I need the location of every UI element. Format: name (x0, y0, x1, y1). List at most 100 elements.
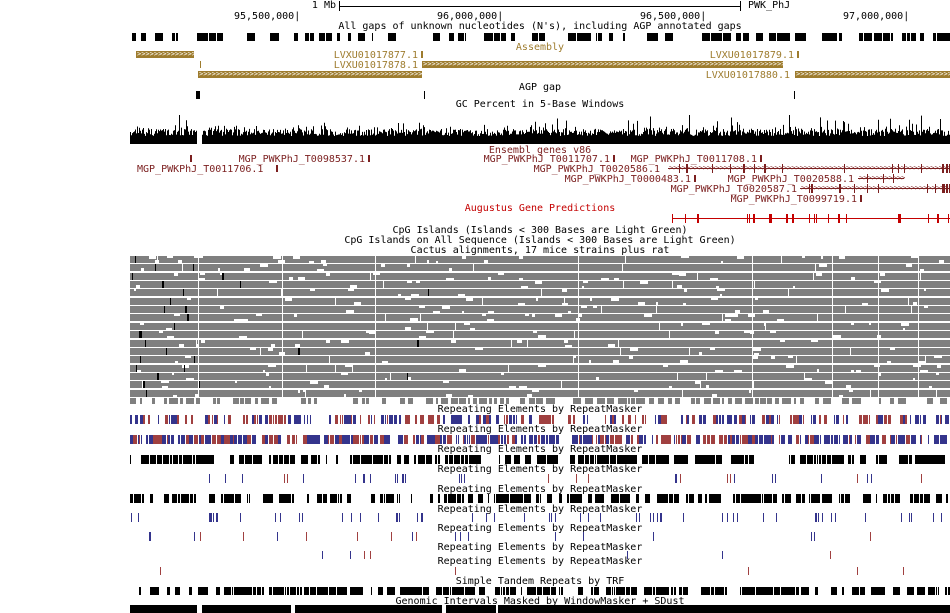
gene-label[interactable]: MGP_PWKPhJ_T0020588.1 (727, 174, 854, 185)
repeatmasker-track-6[interactable] (130, 513, 950, 522)
alignment-break-column (282, 256, 283, 398)
assembly-contig-label[interactable]: LVXU01017879.1 (709, 50, 794, 61)
cactus-alignment-row[interactable] (130, 373, 950, 380)
gc-percent-track[interactable] (130, 114, 950, 144)
assembly-contig-tick[interactable] (421, 51, 423, 58)
cactus-alignment-row[interactable] (130, 381, 950, 388)
cactus-alignment-row[interactable] (130, 356, 950, 363)
assembly-contig-label[interactable]: LVXU01017880.1 (705, 70, 790, 81)
repeat-item-tick[interactable] (322, 551, 323, 559)
gaps-track[interactable] (130, 33, 950, 41)
track-title-gc: GC Percent in 5-Base Windows (455, 99, 625, 110)
trf-track[interactable] (130, 587, 950, 595)
assembly-contig-bar[interactable]: >>>>>>>>>>>>>>>>>>>>>>>>>>>>>>>>>>>>>>>>… (198, 71, 422, 78)
assembly-contig-label[interactable]: LVXU01017878.1 (333, 60, 418, 71)
cactus-alignment-track[interactable] (130, 256, 950, 405)
track-title-repeatmasker: Repeating Elements by RepeatMasker (437, 464, 643, 475)
gene-item-tick[interactable] (276, 165, 278, 172)
exon-tick (838, 214, 840, 223)
repeatmasker-track-4[interactable] (130, 474, 950, 483)
cactus-alignment-row[interactable] (130, 273, 950, 280)
repeat-item-tick[interactable] (370, 551, 371, 559)
assembly-contig-bar[interactable]: >>>>>>>>>>>>>>>>>>>>>>>>>>>>>>>>>>>>> (795, 71, 950, 78)
track-title-cactus: Cactus alignments, 17 mice strains plus … (410, 245, 670, 256)
gene-label[interactable]: MGP_PWKPhJ_T0099719.1 (730, 194, 857, 205)
ruler-scale-bar-left-tick (339, 1, 340, 11)
gene-transcript-glyph[interactable]: >>>>>>>>>>> (858, 174, 905, 183)
exon-tick (946, 184, 948, 193)
repeat-item-tick[interactable] (830, 551, 831, 559)
assembly-contig-label[interactable]: LVXU01017877.1 (333, 50, 418, 61)
track-title-repeatmasker: Repeating Elements by RepeatMasker (437, 523, 643, 534)
alignment-break-column (752, 256, 753, 398)
windowmasker-track[interactable] (130, 605, 950, 613)
ruler-scale-label: 1 Mb (311, 0, 336, 11)
gene-transcript-glyph[interactable]: >>>>>>>>>>>>>>>>>>>>>>>>>>>>>>>>>>>> (800, 184, 950, 193)
track-title-repeatmasker: Repeating Elements by RepeatMasker (437, 504, 643, 515)
gene-label[interactable]: MGP_PWKPhJ_T0020587.1 (670, 184, 797, 195)
repeatmasker-track-8[interactable] (130, 551, 950, 559)
agp-gap-track[interactable] (130, 91, 950, 99)
cactus-alignment-row[interactable] (130, 331, 950, 338)
augustus-gene-glyph[interactable] (672, 214, 950, 223)
repeatmasker-track-9[interactable] (130, 567, 950, 575)
repeat-item-tick[interactable] (160, 567, 161, 575)
cactus-alignment-row[interactable] (130, 340, 950, 347)
cactus-alignment-row[interactable] (130, 298, 950, 305)
gene-label[interactable]: MGP_PWKPhJ_T0000483.1 (564, 174, 691, 185)
cactus-alignment-row[interactable] (130, 281, 950, 288)
cactus-alignment-row[interactable] (130, 390, 950, 397)
repeatmasker-track-1[interactable] (130, 415, 950, 424)
gene-transcript-glyph[interactable]: >>>>>>>>>>>>>>>>>>>>>>>>>>>>>>>>>>>>>>>>… (668, 164, 950, 173)
cactus-alignment-row[interactable] (130, 264, 950, 271)
repeatmasker-track-3[interactable] (130, 455, 950, 464)
cactus-alignment-row[interactable] (130, 323, 950, 330)
exon-tick (771, 214, 772, 223)
exon-tick (749, 214, 750, 223)
assembly-contig-tick[interactable] (200, 61, 201, 68)
assembly-contig-tick[interactable] (797, 51, 799, 58)
agp-gap-item[interactable] (196, 91, 200, 99)
gene-item-tick[interactable] (760, 155, 762, 162)
gene-label[interactable]: MGP_PWKPhJ_T0011706.1 (137, 164, 264, 175)
gene-item-tick[interactable] (190, 155, 192, 162)
repeat-item-tick[interactable] (903, 567, 904, 575)
gene-label[interactable]: MGP_PWKPhJ_T0020586.1 (533, 164, 660, 175)
gene-item-tick[interactable] (368, 155, 370, 162)
gene-label[interactable]: MGP_PWKPhJ_T0011708.1 (630, 154, 757, 165)
exon-tick (816, 214, 817, 223)
repeat-item-tick[interactable] (748, 567, 749, 575)
exon-tick (743, 164, 744, 173)
repeat-item-tick[interactable] (350, 551, 351, 559)
gene-item-tick[interactable] (694, 175, 696, 182)
exon-tick (672, 214, 673, 223)
gene-item-tick[interactable] (860, 195, 862, 202)
repeatmasker-track-5[interactable] (130, 494, 950, 503)
agp-gap-item[interactable] (424, 91, 425, 99)
exon-tick (935, 184, 936, 193)
exon-tick (786, 214, 788, 223)
cactus-alignment-row[interactable] (130, 289, 950, 296)
strand-direction-chevrons: >>>>>>>>>>>>>>>>>>>>>>>>>>>>>>>>>>>>>>>>… (199, 71, 422, 78)
repeat-item-tick[interactable] (455, 567, 456, 575)
cactus-alignment-row[interactable] (130, 365, 950, 372)
repeat-item-tick[interactable] (627, 551, 628, 559)
gene-label[interactable]: MGP_PWKPhJ_T0098537.1 (238, 154, 365, 165)
track-title-agp-gap: AGP gap (518, 82, 562, 93)
repeat-item-tick[interactable] (364, 551, 365, 559)
cactus-alignment-row[interactable] (130, 256, 950, 263)
cactus-alignment-row[interactable] (130, 306, 950, 313)
gene-label[interactable]: MGP_PWKPhJ_T0011707.1 (483, 154, 610, 165)
cactus-alignment-row[interactable] (130, 314, 950, 321)
agp-gap-item[interactable] (794, 91, 795, 99)
repeat-item-tick[interactable] (722, 551, 723, 559)
repeatmasker-track-7[interactable] (130, 532, 950, 541)
repeatmasker-track-2[interactable] (130, 435, 950, 444)
cactus-alignment-row[interactable] (130, 348, 950, 355)
assembly-contig-bar[interactable]: >>>>>>>>>>>>>>>>>>>>>>>>>>>>>>>>>>>>>>>>… (422, 61, 783, 68)
gene-item-tick[interactable] (613, 155, 615, 162)
assembly-contig-bar[interactable]: >>>>>>>>>>>>>> (136, 51, 194, 58)
repeat-item-tick[interactable] (857, 567, 858, 575)
exon-tick (754, 164, 755, 173)
